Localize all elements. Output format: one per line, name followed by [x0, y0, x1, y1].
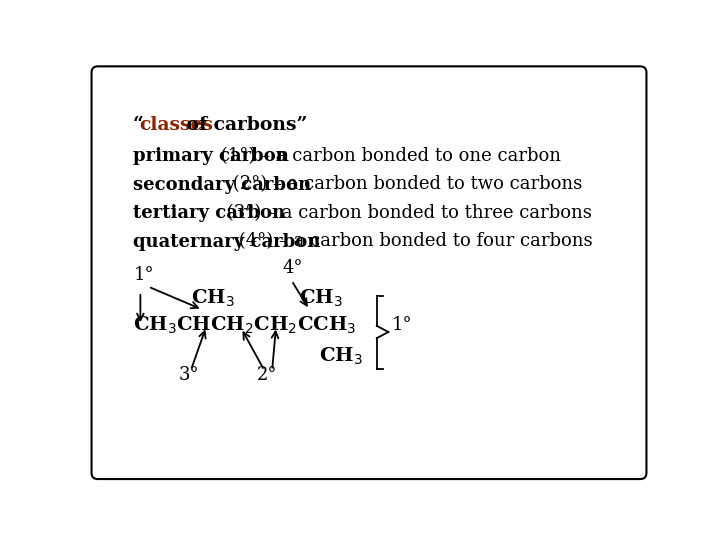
Text: CH$_3$: CH$_3$ [191, 287, 235, 309]
Text: CH$_3$: CH$_3$ [300, 287, 343, 309]
Text: of carbons”: of carbons” [180, 116, 307, 134]
FancyBboxPatch shape [91, 66, 647, 479]
Text: 1°: 1° [134, 266, 155, 285]
Text: secondary carbon: secondary carbon [132, 176, 311, 193]
Text: classes: classes [140, 116, 213, 134]
Text: (2°) – a carbon bonded to two carbons: (2°) – a carbon bonded to two carbons [227, 176, 582, 193]
Text: CH$_3$: CH$_3$ [319, 345, 362, 367]
Text: 1°: 1° [392, 316, 413, 334]
Text: 3°: 3° [179, 367, 199, 384]
Text: CH$_3$CHCH$_2$CH$_2$CCH$_3$: CH$_3$CHCH$_2$CH$_2$CCH$_3$ [132, 314, 356, 336]
Text: 4°: 4° [282, 259, 302, 276]
Text: (3°) – a carbon bonded to three carbons: (3°) – a carbon bonded to three carbons [221, 204, 592, 222]
Text: primary carbon: primary carbon [132, 147, 289, 165]
Text: (4°) – a carbon bonded to four carbons: (4°) – a carbon bonded to four carbons [233, 233, 593, 251]
Text: (1°) – a carbon bonded to one carbon: (1°) – a carbon bonded to one carbon [215, 147, 561, 165]
Text: “: “ [132, 116, 143, 134]
Text: 2°: 2° [256, 367, 277, 384]
Text: tertiary carbon: tertiary carbon [132, 204, 284, 222]
Text: quaternary carbon: quaternary carbon [132, 233, 320, 251]
